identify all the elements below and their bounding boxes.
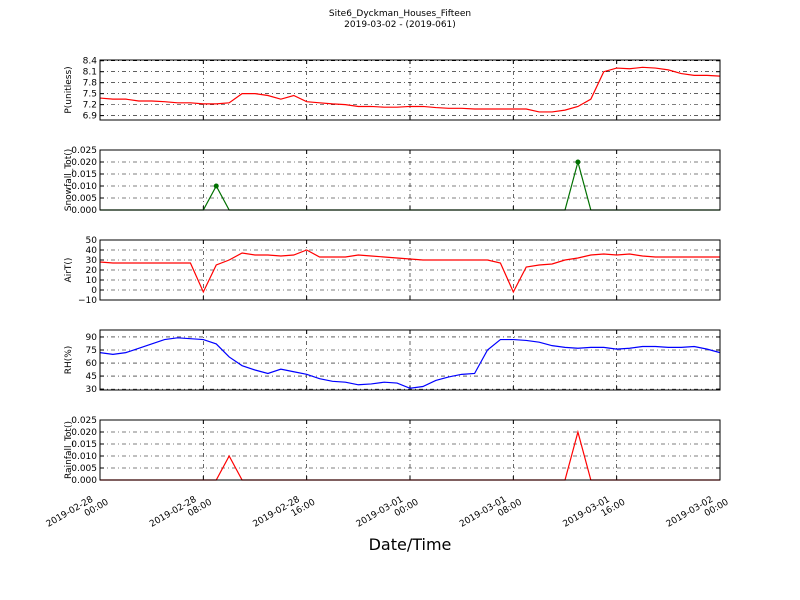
y-tick-label: 10	[86, 276, 98, 286]
y-tick-label: 0.015	[71, 170, 97, 180]
y-tick-label: 0.020	[71, 158, 97, 168]
y-tick-label: 90	[86, 333, 98, 343]
y-tick-label: 0.005	[71, 194, 97, 204]
x-tick-label-group: 2019-03-0116:00	[561, 489, 627, 539]
y-tick-label: 0.000	[71, 476, 97, 486]
y-axis-label: RH(%)	[64, 346, 74, 375]
y-tick-label: 0.010	[71, 452, 97, 462]
chart-subtitle: 2019-03-02 - (2019-061)	[344, 20, 456, 30]
y-tick-label: 0.020	[71, 428, 97, 438]
y-tick-label: 75	[86, 346, 97, 356]
y-tick-label: 60	[86, 359, 98, 369]
y-tick-label: 0.025	[71, 146, 97, 156]
y-tick-label: 30	[86, 256, 98, 266]
x-tick-label-group: 2019-02-2808:00	[148, 489, 214, 539]
x-tick-label: 2019-03-0200:00	[665, 489, 731, 539]
x-tick-label: 2019-03-0116:00	[561, 489, 627, 539]
y-tick-label: 40	[86, 246, 98, 256]
x-axis-label: Date/Time	[369, 535, 452, 554]
x-tick-label: 2019-02-2808:00	[148, 489, 214, 539]
plot-frame	[99, 59, 721, 121]
y-tick-label: 8.4	[83, 57, 98, 67]
plot-frame	[99, 239, 721, 301]
y-tick-label: −10	[78, 296, 97, 306]
data-line	[99, 66, 721, 113]
x-tick-label-group: 2019-02-2800:00	[45, 489, 111, 539]
x-tick-label-group: 2019-03-0100:00	[355, 489, 421, 539]
plot-frame	[99, 329, 721, 391]
x-tick-label-group: 2019-02-2816:00	[251, 489, 317, 539]
y-tick-label: 30	[86, 385, 98, 395]
x-tick-label: 2019-02-2816:00	[251, 489, 317, 539]
y-tick-label: 7.8	[83, 79, 98, 89]
y-tick-label: 0	[91, 286, 97, 296]
data-point	[575, 159, 581, 165]
y-tick-label: 0.025	[71, 416, 97, 426]
y-tick-label: 0.010	[71, 182, 97, 192]
x-tick-label: 2019-02-2800:00	[45, 489, 111, 539]
x-tick-label-group: 2019-03-0200:00	[665, 489, 731, 539]
chart-title: Site6_Dyckman_Houses_Fifteen	[329, 9, 471, 19]
y-tick-label: 0.015	[71, 440, 97, 450]
y-axis-label: AirT()	[64, 258, 74, 283]
y-tick-label: 7.2	[83, 101, 97, 111]
data-line	[99, 249, 720, 294]
y-tick-label: 8.1	[83, 68, 97, 78]
x-tick-label: 2019-03-0100:00	[355, 489, 421, 539]
y-axis-label: Rainfall_Tot()	[64, 421, 74, 479]
y-tick-label: 20	[86, 266, 98, 276]
plot-frame	[99, 149, 721, 211]
y-tick-label: 7.5	[83, 90, 97, 100]
y-axis-label: P(unitless)	[64, 66, 74, 113]
y-tick-label: 45	[86, 372, 97, 382]
y-tick-label: 0.000	[71, 206, 97, 216]
data-line	[99, 337, 721, 389]
y-tick-label: 0.005	[71, 464, 97, 474]
data-point	[213, 183, 219, 189]
y-axis-label: Snowfall_Tot()	[64, 149, 74, 212]
plot-frame	[99, 419, 721, 481]
y-tick-label: 50	[86, 236, 98, 246]
x-tick-label: 2019-03-0108:00	[458, 489, 524, 539]
y-tick-label: 6.9	[83, 112, 98, 122]
x-tick-label-group: 2019-03-0108:00	[458, 489, 524, 539]
